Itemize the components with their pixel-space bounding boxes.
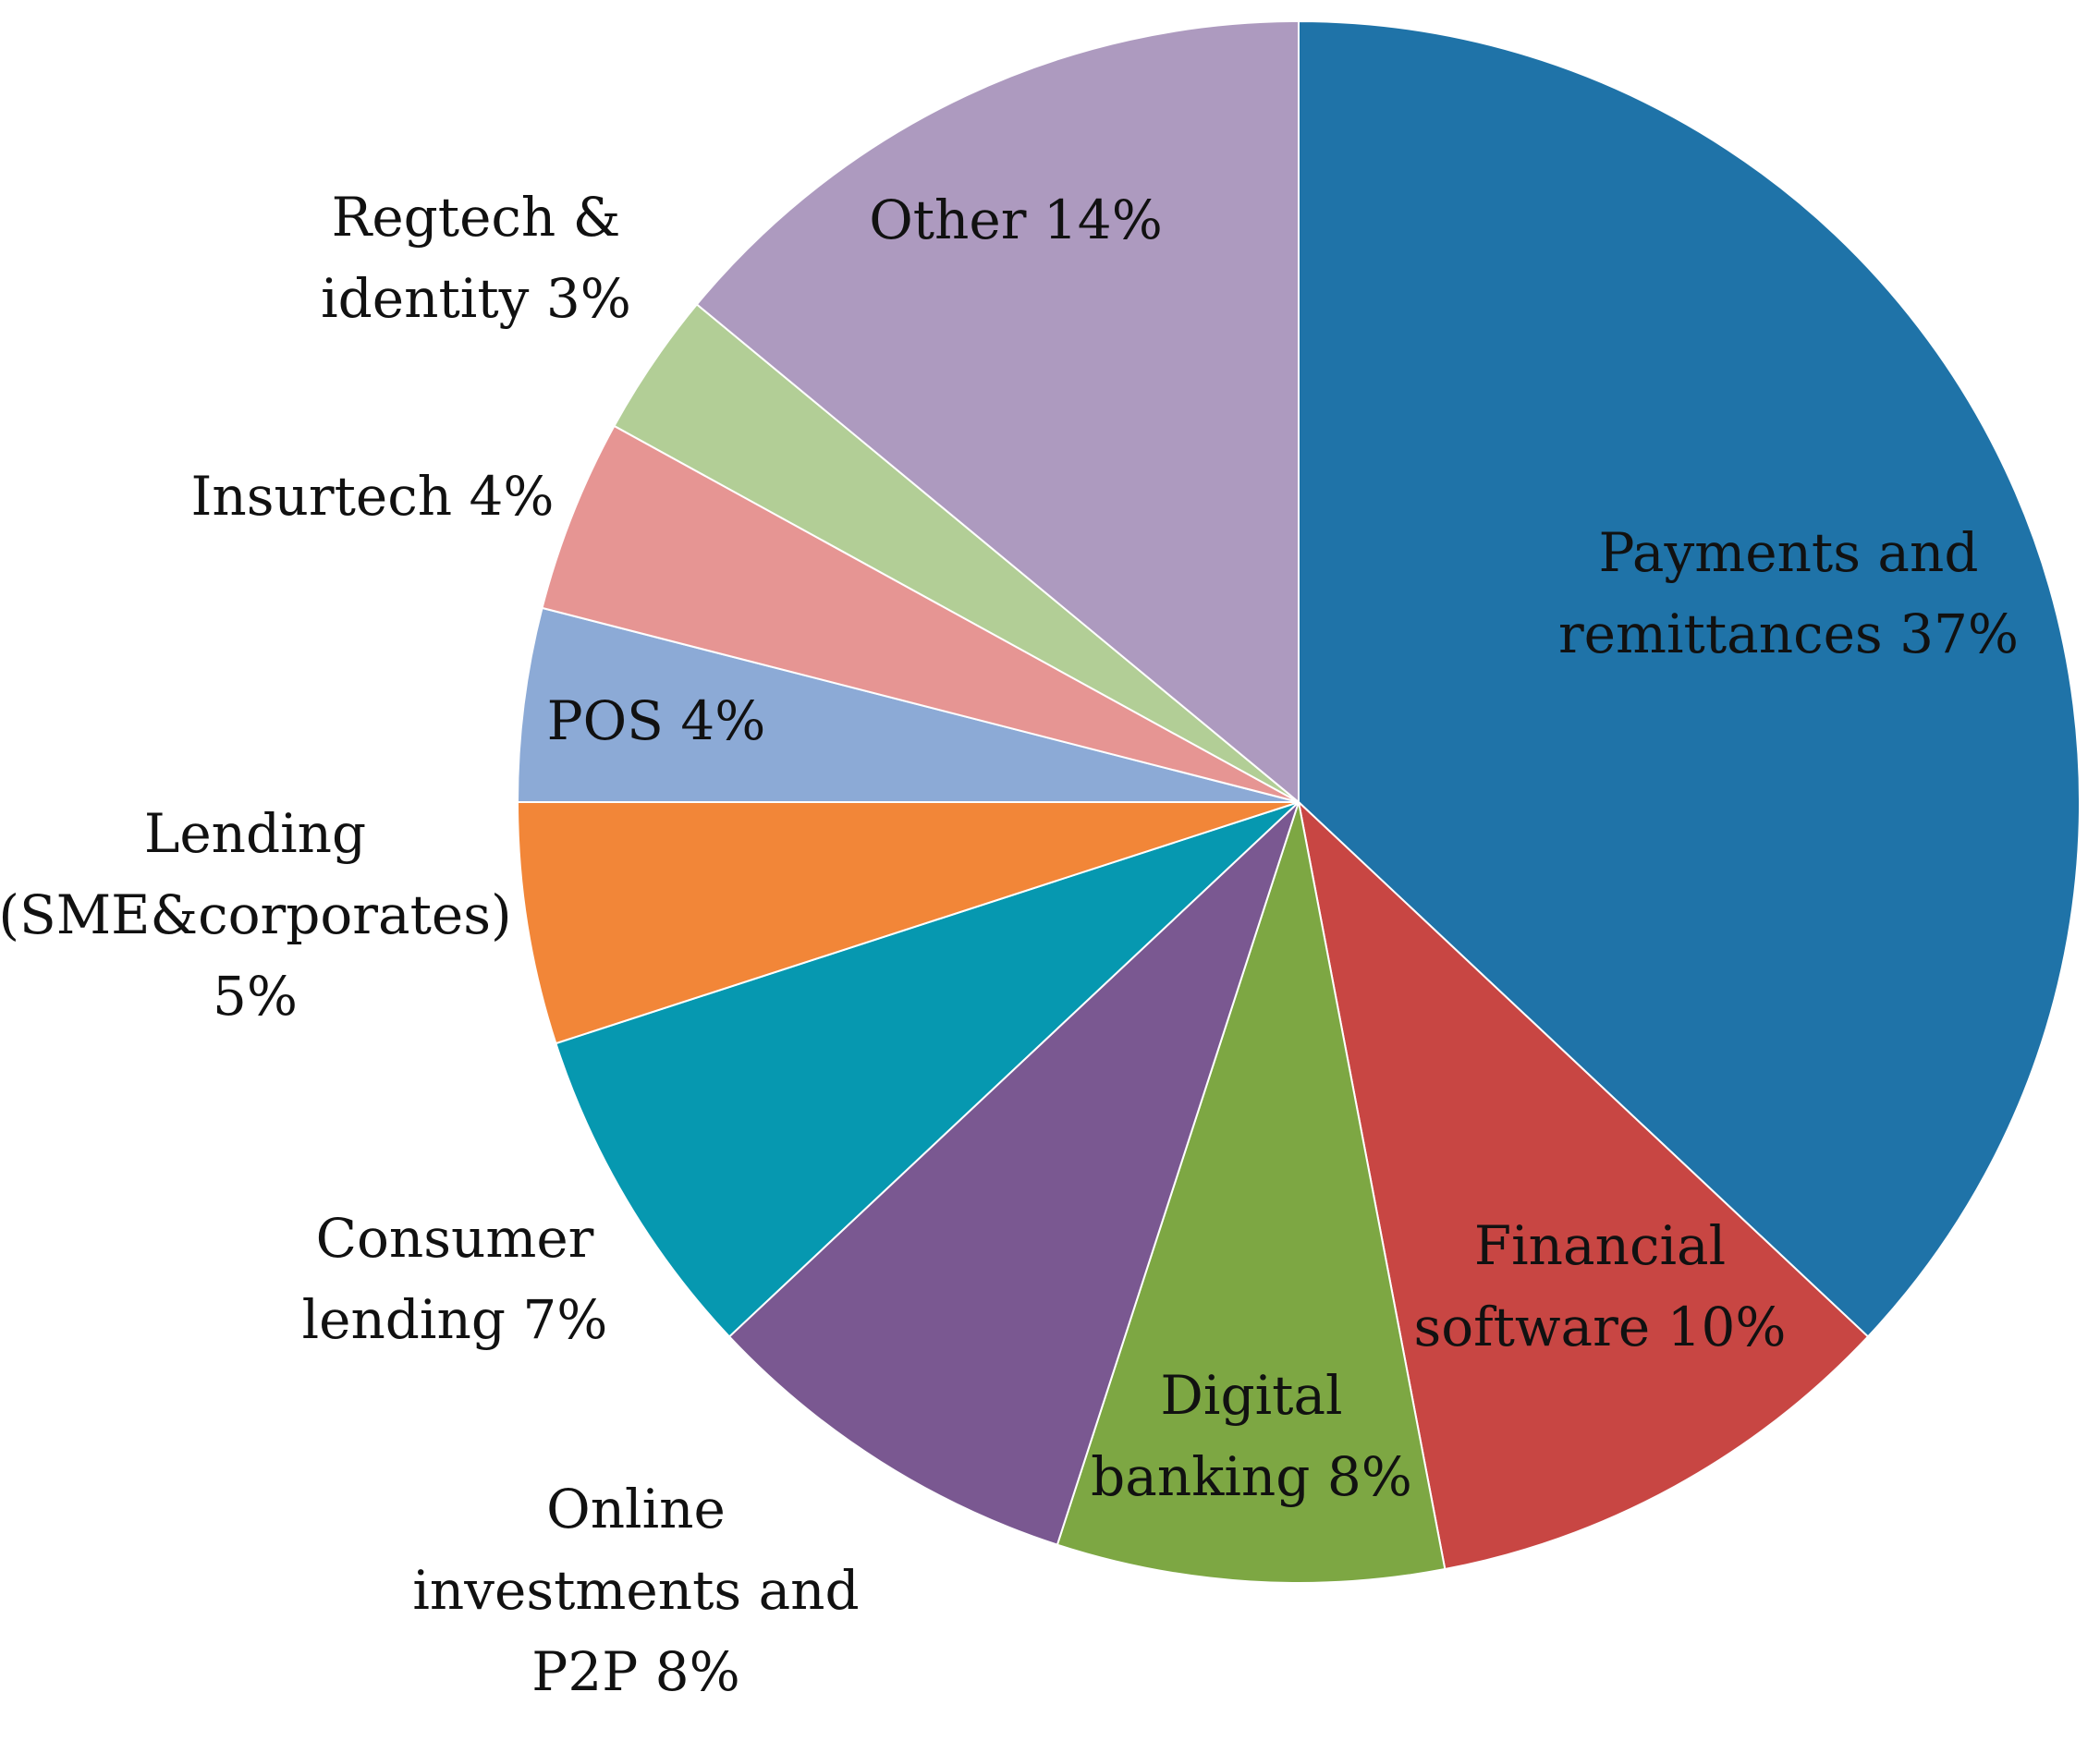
pie-slices: [516, 19, 2081, 1584]
slice-label-line: identity 3%: [321, 267, 631, 330]
slice-label-1: Payments and remittances 37%: [1558, 521, 2019, 665]
slice-label-line: Digital: [1160, 1364, 1342, 1427]
slice-label-line: Other 14%: [869, 189, 1163, 251]
slice-label-line: investments and: [412, 1559, 859, 1622]
pie-slice-1: [1298, 19, 2081, 1338]
pie-slice-3: [1056, 801, 1447, 1584]
pie-labels: Payments and remittances 37% Financial soft…: [0, 186, 2019, 1703]
slice-label-line: (SME&corporates): [0, 883, 512, 946]
pie-slice-8: [541, 424, 1300, 803]
slice-label-8: Insurtech 4%: [190, 465, 554, 528]
slice-label-7: POS 4%: [547, 689, 766, 752]
slice-label-line: banking 8%: [1091, 1445, 1412, 1508]
slice-label-line: POS 4%: [547, 689, 766, 752]
slice-label-line: Lending: [144, 802, 366, 865]
slice-label-10: Other 14%: [869, 189, 1163, 251]
slice-label-line: Insurtech 4%: [190, 465, 554, 528]
slice-label-3: Digital banking 8%: [1091, 1364, 1412, 1508]
slice-label-line: software 10%: [1413, 1296, 1786, 1358]
slice-label-line: Financial: [1474, 1214, 1726, 1277]
pie-slice-6: [516, 801, 1300, 1045]
pie-slice-10: [695, 19, 1300, 805]
slice-label-line: Online: [546, 1478, 726, 1540]
slice-label-6: Lending (SME&corporates) 5%: [0, 802, 512, 1028]
slice-label-line: 5%: [213, 965, 298, 1028]
slice-label-line: remittances 37%: [1558, 603, 2019, 665]
pie-slice-2: [1297, 799, 1870, 1571]
pie-slice-4: [727, 801, 1300, 1546]
pie-slice-7: [516, 606, 1300, 803]
slice-label-line: Consumer: [316, 1207, 594, 1270]
slice-label-2: Financial software 10%: [1413, 1214, 1786, 1358]
slice-label-line: Payments and: [1598, 521, 1978, 584]
slice-label-5: Consumer lending 7%: [302, 1207, 608, 1351]
pie-slice-5: [555, 801, 1300, 1338]
slice-label-line: lending 7%: [302, 1288, 608, 1351]
slice-label-line: P2P 8%: [531, 1640, 739, 1703]
slice-label-4: Online investments and P2P 8%: [412, 1478, 859, 1703]
slice-label-line: Regtech &: [332, 186, 621, 249]
slice-label-9: Regtech & identity 3%: [321, 186, 631, 330]
